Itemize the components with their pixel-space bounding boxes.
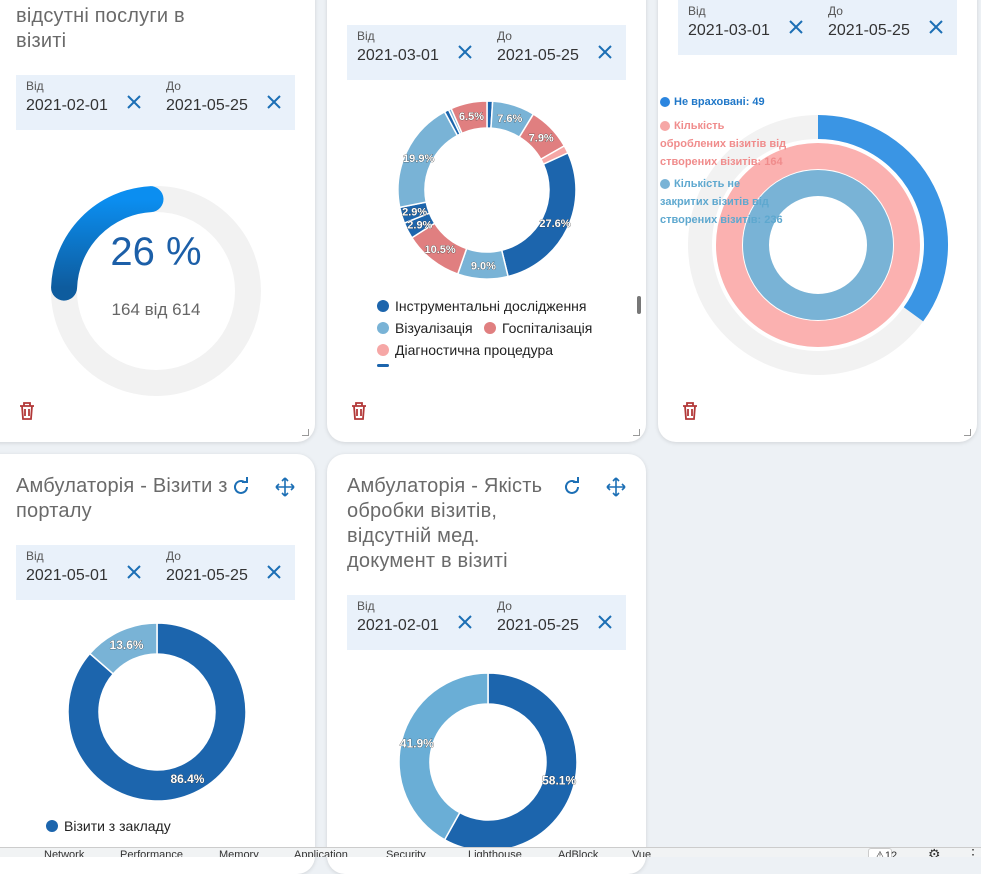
donut-slice[interactable] [398, 672, 489, 841]
gauge-fill [51, 186, 164, 301]
legend-dot [377, 300, 389, 312]
settings-icon[interactable]: ⚙ [928, 847, 941, 857]
widget-card-missing-docs: Амбулаторія - Якість обробки візитів, ві… [327, 454, 646, 874]
widget-card-visits-processing: Від 2021-03-01 До 2021-05-25 Не врахован… [658, 0, 977, 442]
move-icon[interactable] [605, 476, 627, 498]
radial-bar-chart [688, 115, 948, 375]
clear-icon[interactable] [264, 92, 284, 112]
donut-slice[interactable] [67, 622, 247, 802]
legend: Не враховані: 49 Кількість оброблених ві… [660, 93, 800, 229]
data-label: 6.5% [459, 111, 484, 123]
gauge-chart: 26 % 164 від 614 [51, 186, 261, 396]
data-label: 2.9% [407, 219, 432, 231]
more-icon[interactable]: ⋮ [966, 847, 980, 857]
clear-icon[interactable] [124, 562, 144, 582]
data-label: 58.1% [542, 774, 576, 788]
devtools-tab[interactable]: Vue [632, 849, 652, 857]
data-label: 2.9% [402, 206, 427, 218]
radial-bar[interactable] [743, 169, 893, 320]
legend-item[interactable]: Не враховані: 49 [660, 93, 800, 111]
donut-slice[interactable] [443, 672, 578, 852]
clear-icon[interactable] [926, 17, 946, 37]
data-label: 86.4% [170, 772, 204, 786]
legend-item[interactable]: Госпіталізація [484, 320, 592, 336]
legend-scrollbar[interactable] [637, 296, 641, 314]
resize-handle[interactable] [633, 429, 640, 436]
clear-icon[interactable] [595, 612, 615, 632]
data-label: 10.5% [425, 244, 456, 256]
devtools-tab[interactable]: Lighthouse [468, 849, 522, 857]
radial-bar[interactable] [716, 142, 920, 347]
date-to-field[interactable]: До 2021-05-25 [818, 0, 957, 55]
delete-icon[interactable] [18, 401, 36, 421]
data-label: 19.9% [403, 153, 434, 165]
refresh-icon[interactable] [561, 476, 583, 498]
widget-title: відсутні послуги в візиті [16, 5, 185, 52]
devtools-tab[interactable]: AdBlock [558, 849, 599, 857]
warning-badge[interactable]: ⚠ 12 [868, 848, 897, 857]
delete-icon[interactable] [350, 401, 368, 421]
donut-chart-referrals: 7.6% 7.9% 27.6% 9.0% 10.5% 2.9%2.9% 19.9% 6.5% [397, 100, 577, 280]
legend-dot [377, 322, 389, 334]
legend-item[interactable]: Кількість не закритих візитів від створе… [660, 178, 783, 226]
date-to-field[interactable]: До 2021-05-25 [156, 545, 295, 600]
widget-card-referrals: Від 2021-03-01 До 2021-05-25 7.6% 7.9% 27.… [327, 0, 646, 442]
date-from-field[interactable]: Від 2021-02-01 [16, 75, 156, 130]
data-label: 13.6% [110, 638, 144, 652]
widget-card-services: відсутні послуги в візиті Від 2021-02-01… [0, 0, 315, 442]
date-from-field[interactable]: Від 2021-05-01 [16, 545, 156, 600]
clear-icon[interactable] [264, 562, 284, 582]
legend-item[interactable]: Візити з закладу [46, 818, 171, 834]
devtools-tab[interactable]: Performance [120, 849, 183, 857]
widget-title: Амбулаторія - Візити з порталу [16, 475, 228, 522]
legend-item[interactable]: Діагностична процедура [377, 342, 553, 358]
date-to-field[interactable]: До 2021-05-25 [156, 75, 295, 130]
data-label: 9.0% [471, 260, 496, 272]
donut-chart-portal: 86.4% 13.6% [67, 622, 247, 802]
date-to-field[interactable]: До 2021-05-25 [487, 595, 626, 650]
donut-slice[interactable] [88, 622, 158, 675]
donut-slice[interactable] [450, 100, 488, 135]
legend-dot [484, 322, 496, 334]
legend-item[interactable]: Кількість оброблених візитів від створен… [660, 120, 787, 168]
gauge-value: 26 % [110, 230, 201, 274]
clear-icon[interactable] [455, 612, 475, 632]
date-to-field[interactable]: До 2021-05-25 [487, 25, 626, 80]
data-label: 27.6% [539, 218, 570, 230]
legend-dot [46, 820, 58, 832]
clear-icon[interactable] [455, 42, 475, 62]
legend-item[interactable]: Візуалізація [377, 320, 473, 336]
gauge-subtext: 164 від 614 [112, 300, 201, 319]
widget-card-portal-visits: Амбулаторія - Візити з порталу Від 2021-… [0, 454, 315, 874]
delete-icon[interactable] [681, 401, 699, 421]
refresh-icon[interactable] [230, 476, 252, 498]
devtools-tab-bar: Network Performance Memory Application S… [0, 847, 981, 857]
devtools-tab[interactable]: Security [386, 849, 426, 857]
donut-slice[interactable] [500, 151, 577, 278]
radial-bar[interactable] [817, 115, 948, 322]
legend-item-partial [377, 364, 389, 367]
clear-icon[interactable] [595, 42, 615, 62]
data-label: 7.6% [497, 113, 522, 125]
date-from-field[interactable]: Від 2021-02-01 [347, 595, 487, 650]
date-from-field[interactable]: Від 2021-03-01 [678, 0, 818, 55]
donut-chart-missing-docs: 58.1% 41.9% [398, 672, 578, 852]
legend-item[interactable]: Інструментальні дослідження [377, 298, 586, 314]
date-from-field[interactable]: Від 2021-03-01 [347, 25, 487, 80]
clear-icon[interactable] [124, 92, 144, 112]
widget-title: Амбулаторія - Якість обробки візитів, ві… [347, 475, 543, 572]
resize-handle[interactable] [964, 429, 971, 436]
devtools-tab[interactable]: Memory [219, 849, 259, 857]
resize-handle[interactable] [302, 429, 309, 436]
legend-dot [377, 344, 389, 356]
devtools-tab[interactable]: Network [44, 849, 85, 857]
move-icon[interactable] [274, 476, 296, 498]
devtools-tab[interactable]: Application [294, 849, 348, 857]
clear-icon[interactable] [786, 17, 806, 37]
data-label: 7.9% [529, 132, 554, 144]
data-label: 41.9% [400, 736, 434, 750]
radial-track [688, 115, 948, 375]
